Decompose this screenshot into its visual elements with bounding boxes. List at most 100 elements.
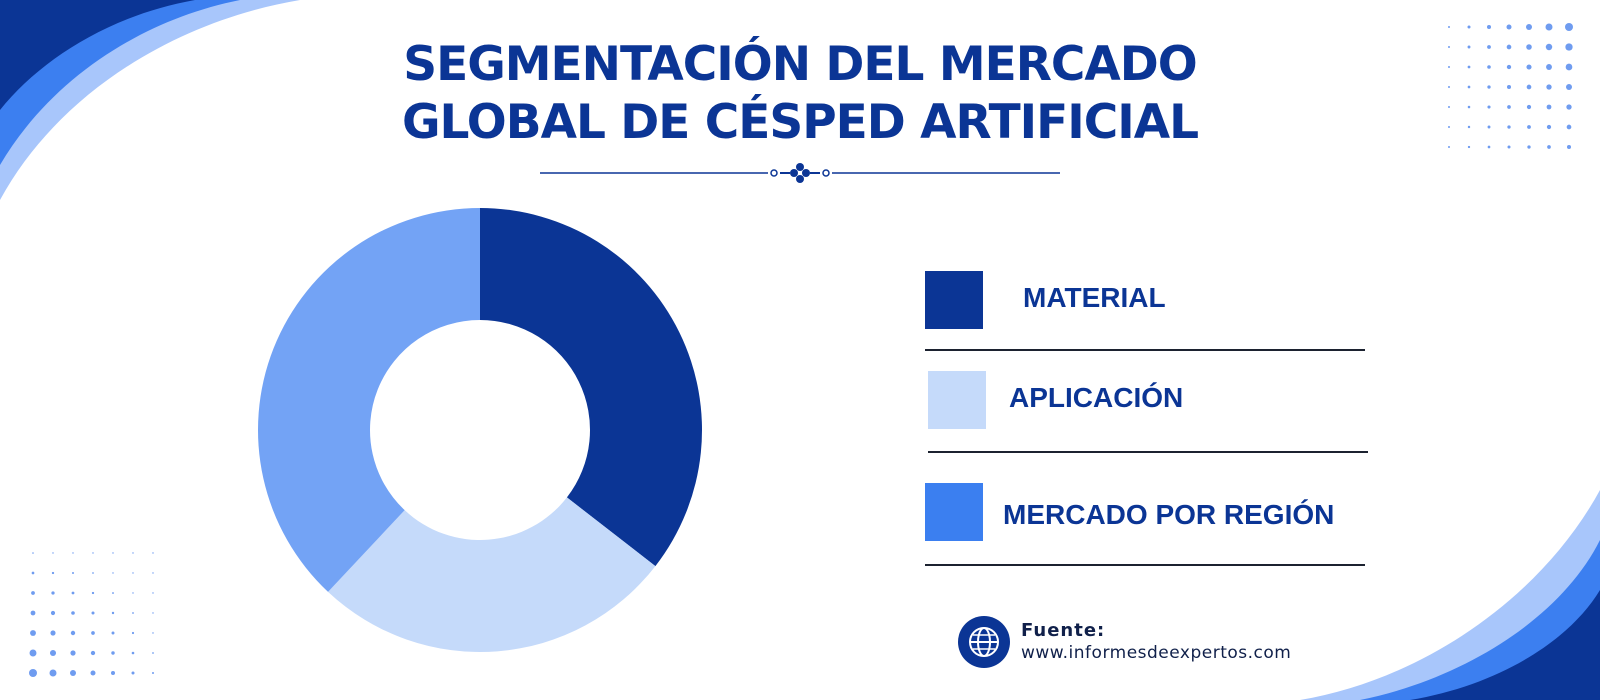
decor-dot	[132, 572, 134, 574]
decor-dot	[1467, 85, 1471, 89]
decor-dot	[1487, 25, 1491, 29]
decor-dot	[152, 652, 154, 654]
decor-dot	[1546, 84, 1552, 90]
decor-dot	[1487, 125, 1491, 129]
decor-dot	[1467, 65, 1471, 69]
donut-slice-region	[258, 207, 480, 592]
decor-dot	[152, 592, 154, 594]
decor-dot	[111, 651, 115, 655]
decor-dot	[131, 651, 135, 655]
decor-dot	[1526, 84, 1532, 90]
decor-dot	[29, 649, 37, 657]
decor-dot	[132, 592, 134, 594]
legend-item-region: MERCADO POR REGIÓN	[925, 480, 1370, 580]
decor-dot	[1527, 125, 1531, 129]
decor-dot	[132, 612, 134, 614]
donut-slice-aplicacion	[328, 497, 656, 652]
decor-dot	[49, 669, 57, 677]
decor-dot	[1546, 64, 1552, 70]
decor-dot	[152, 572, 154, 574]
decor-dot	[1566, 84, 1572, 90]
decor-dot	[92, 572, 94, 574]
legend-label-region: MERCADO POR REGIÓN	[1003, 499, 1335, 530]
decor-dot	[50, 630, 56, 636]
decor-dot	[1507, 85, 1511, 89]
decor-dot	[1546, 104, 1552, 110]
bottom-right-wave	[1300, 490, 1600, 700]
donut-slice-material	[480, 208, 702, 567]
decor-dot	[31, 571, 35, 575]
decor-dot	[31, 591, 35, 595]
decor-dot	[1526, 104, 1532, 110]
decor-dot	[51, 591, 55, 595]
decor-dot	[72, 572, 74, 574]
title-line-2: GLOBAL DE CÉSPED ARTIFICIAL	[401, 95, 1199, 150]
legend-label-aplicacion: APLICACIÓN	[1009, 382, 1184, 413]
decor-dot	[91, 591, 95, 595]
decor-dot	[1448, 106, 1450, 108]
decor-dot	[1546, 124, 1552, 130]
decor-dot	[50, 610, 56, 616]
decor-dot	[152, 612, 154, 614]
decor-dot	[1545, 23, 1553, 31]
page-title: SEGMENTACIÓN DEL MERCADO GLOBAL DE CÉSPE…	[300, 36, 1300, 152]
decor-dot	[1448, 126, 1450, 128]
decor-dot	[1565, 23, 1573, 31]
decor-dot	[1526, 24, 1532, 30]
decor-dot	[132, 552, 134, 554]
legend-item-material: MATERIAL	[925, 268, 1370, 368]
decor-dot	[1467, 105, 1471, 109]
donut-chart	[258, 207, 702, 652]
decor-dot	[70, 650, 76, 656]
decor-dot	[1467, 45, 1471, 49]
decor-dot	[1467, 25, 1471, 29]
decor-dot	[111, 671, 115, 675]
decor-dot	[91, 631, 95, 635]
decor-dot	[1527, 145, 1531, 149]
decor-dot	[1545, 43, 1553, 51]
decor-dot	[29, 669, 37, 677]
decor-dot	[111, 631, 115, 635]
top-left-wave	[0, 0, 300, 200]
decor-dot	[1448, 26, 1450, 28]
decor-dot	[1565, 63, 1573, 71]
decor-dot	[131, 671, 135, 675]
decor-dot	[1547, 145, 1551, 149]
decor-dot	[32, 552, 34, 554]
decor-dot	[1565, 43, 1573, 51]
decor-dot	[90, 650, 96, 656]
decor-dot	[90, 670, 96, 676]
decor-dot	[112, 552, 114, 554]
decor-dot	[152, 672, 154, 674]
flower-ornament-icon	[790, 163, 810, 183]
decor-dot	[91, 611, 95, 615]
title-line-1: SEGMENTACIÓN DEL MERCADO	[403, 37, 1198, 92]
decor-dot	[1506, 44, 1512, 50]
decor-dot	[70, 670, 76, 676]
decor-dot	[1487, 85, 1491, 89]
legend-swatch-region	[925, 483, 983, 541]
decor-dot	[51, 571, 55, 575]
decor-dot	[1526, 64, 1532, 70]
decor-dot	[111, 611, 115, 615]
source-label: Fuente:	[1021, 620, 1106, 641]
decor-dot	[1467, 145, 1471, 149]
decor-dot	[131, 631, 135, 635]
legend-swatch-aplicacion	[928, 371, 986, 429]
decor-dot	[152, 632, 154, 634]
decor-dot	[1566, 104, 1572, 110]
decor-dot	[112, 592, 114, 594]
source-url[interactable]: www.informesdeexpertos.com	[1021, 643, 1292, 663]
globe-icon	[958, 616, 1010, 668]
legend-label-material: MATERIAL	[1023, 282, 1166, 313]
decor-dot	[1487, 45, 1491, 49]
decor-dot	[1448, 66, 1450, 68]
decor-dot	[112, 572, 114, 574]
decor-dot	[1567, 145, 1571, 149]
dot-pattern-bottom-left	[29, 552, 154, 677]
decor-dot	[1507, 125, 1511, 129]
decor-dot	[70, 630, 76, 636]
decor-dot	[1448, 86, 1450, 88]
legend-divider	[928, 451, 1368, 453]
